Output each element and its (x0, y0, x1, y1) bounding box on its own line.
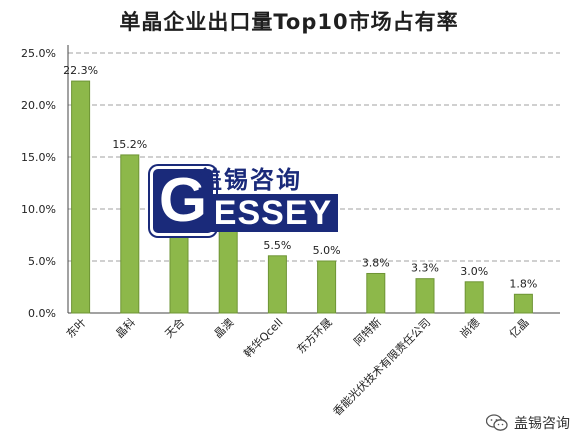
x-tick-label: 东方环晟 (294, 315, 335, 356)
x-tick-label: 东叶 (64, 316, 89, 341)
x-tick-label: 香能光伏技术有限责任公司 (330, 315, 433, 418)
logo-g-letter: G (150, 166, 216, 236)
data-label: 22.3% (63, 64, 98, 77)
x-tick-label: 晶科 (112, 315, 137, 340)
data-label: 5.0% (313, 244, 341, 257)
data-label: 3.0% (460, 265, 488, 278)
x-tick-label: 韩华Qcell (241, 315, 286, 360)
bar (317, 260, 337, 314)
data-label: 5.5% (263, 239, 291, 252)
x-tick-label: 尚德 (457, 315, 482, 340)
y-tick-label: 15.0% (21, 151, 56, 164)
logo-chinese-text: 盖锡咨询 (198, 166, 302, 194)
bar (464, 281, 484, 314)
bar (218, 229, 238, 314)
bar (366, 272, 386, 314)
x-tick-label: 亿晶 (507, 316, 532, 341)
wechat-icon (485, 414, 508, 432)
chart-title: 单晶企业出口量Top10市场占有率 (119, 10, 459, 34)
wechat-watermark: 盖锡咨询 (485, 412, 570, 434)
y-tick-label: 20.0% (21, 99, 56, 112)
bar (169, 229, 189, 314)
bar (120, 154, 140, 314)
gessey-logo: G 盖锡咨询 ESSEY (150, 160, 338, 236)
data-label: 1.8% (509, 277, 537, 290)
x-tick-label: 阿特斯 (351, 315, 384, 348)
data-label: 15.2% (112, 138, 147, 151)
x-tick-label: 天合 (162, 315, 187, 340)
bar (513, 293, 533, 314)
bar (267, 255, 287, 314)
bar (71, 80, 91, 314)
watermark-text: 盖锡咨询 (514, 416, 570, 432)
y-tick-label: 5.0% (28, 255, 56, 268)
logo-essey-text: ESSEY (208, 194, 338, 232)
data-label: 3.3% (411, 262, 439, 275)
bar (415, 278, 435, 314)
y-tick-label: 10.0% (21, 203, 56, 216)
y-tick-label: 0.0% (28, 307, 56, 320)
data-label: 3.8% (362, 256, 390, 269)
y-tick-label: 25.0% (21, 47, 56, 60)
x-tick-label: 晶澳 (212, 316, 237, 341)
